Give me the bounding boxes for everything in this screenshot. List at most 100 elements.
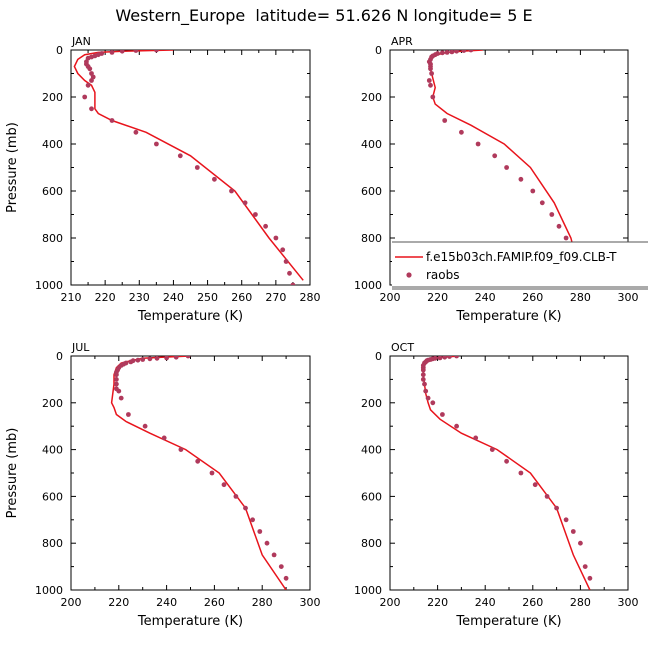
y-tick-label: 400 bbox=[42, 138, 63, 151]
raobs-point bbox=[114, 381, 119, 387]
raobs-point bbox=[194, 165, 200, 170]
x-tick-label: 210 bbox=[61, 291, 82, 304]
x-tick-label: 280 bbox=[300, 291, 321, 304]
panel-month-label: JUL bbox=[71, 341, 90, 354]
raobs-point bbox=[290, 282, 296, 285]
raobs-point bbox=[116, 388, 122, 394]
y-tick-label: 600 bbox=[42, 490, 63, 503]
model-profile-line bbox=[110, 356, 287, 590]
raobs-point bbox=[154, 141, 159, 147]
raobs-point bbox=[437, 356, 443, 361]
raobs-point bbox=[454, 423, 459, 429]
x-axis-title: Temperature (K) bbox=[455, 614, 561, 629]
legend-background bbox=[392, 242, 648, 289]
y-axis-title: Pressure (mb) bbox=[5, 122, 20, 213]
raobs-point bbox=[85, 55, 91, 61]
x-tick-label: 250 bbox=[197, 291, 218, 304]
raobs-point bbox=[544, 494, 550, 499]
raobs-point bbox=[423, 388, 429, 394]
y-tick-label: 400 bbox=[361, 138, 382, 151]
x-tick-label: 200 bbox=[61, 596, 82, 609]
raobs-point bbox=[489, 447, 495, 452]
raobs-point bbox=[273, 235, 279, 241]
raobs-point bbox=[119, 50, 125, 54]
raobs-point bbox=[447, 356, 452, 359]
raobs-point bbox=[556, 223, 562, 229]
raobs-point bbox=[89, 78, 94, 83]
y-tick-label: 600 bbox=[42, 185, 63, 198]
y-axis-title: Pressure (mb) bbox=[5, 428, 20, 519]
raobs-point bbox=[428, 66, 433, 72]
raobs-point bbox=[518, 176, 524, 182]
raobs-point bbox=[164, 356, 169, 361]
raobs-point bbox=[283, 259, 289, 264]
plot-area bbox=[110, 356, 289, 590]
raobs-point bbox=[454, 356, 459, 359]
raobs-point bbox=[422, 381, 427, 387]
x-tick-label: 260 bbox=[522, 596, 543, 609]
raobs-point bbox=[430, 400, 436, 406]
page-title: Western_Europe latitude= 51.626 N longit… bbox=[115, 6, 533, 25]
x-tick-label: 270 bbox=[265, 291, 286, 304]
x-tick-label: 260 bbox=[204, 596, 225, 609]
raobs-point bbox=[125, 412, 131, 417]
y-tick-label: 800 bbox=[361, 232, 382, 245]
raobs-point bbox=[87, 66, 93, 72]
raobs-point bbox=[133, 50, 139, 53]
x-axis-title: Temperature (K) bbox=[137, 614, 243, 629]
plot-area bbox=[73, 50, 304, 285]
x-tick-label: 280 bbox=[252, 596, 273, 609]
y-tick-label: 800 bbox=[361, 537, 382, 550]
raobs-point bbox=[461, 50, 467, 53]
raobs-point bbox=[89, 106, 94, 112]
raobs-point bbox=[82, 94, 88, 100]
raobs-point bbox=[428, 82, 433, 88]
raobs-point bbox=[459, 129, 464, 135]
raobs-point bbox=[185, 356, 191, 359]
raobs-point bbox=[177, 153, 183, 159]
raobs-point bbox=[440, 50, 445, 56]
raobs-point bbox=[429, 71, 434, 76]
raobs-point bbox=[253, 212, 258, 217]
y-tick-label: 600 bbox=[361, 490, 382, 503]
raobs-point bbox=[420, 377, 426, 382]
raobs-point bbox=[114, 377, 119, 382]
x-tick-label: 230 bbox=[129, 291, 150, 304]
raobs-point bbox=[430, 94, 436, 100]
raobs-point bbox=[173, 356, 179, 360]
raobs-point bbox=[504, 458, 509, 464]
raobs-point bbox=[587, 575, 593, 581]
x-tick-label: 220 bbox=[108, 596, 129, 609]
raobs-point bbox=[530, 188, 536, 194]
raobs-point bbox=[287, 270, 292, 276]
model-profile-line bbox=[73, 50, 304, 281]
raobs-point bbox=[195, 458, 201, 464]
raobs-point bbox=[257, 529, 263, 534]
raobs-point bbox=[128, 359, 134, 365]
x-tick-label: 260 bbox=[231, 291, 252, 304]
raobs-point bbox=[118, 395, 124, 401]
raobs-point bbox=[109, 50, 115, 55]
chart-panel-jul: 200 220 240 260 280 300 0 200 400 600 800 1000 Tempe… bbox=[5, 341, 321, 629]
x-axis-title: Temperature (K) bbox=[455, 309, 561, 324]
raobs-point bbox=[563, 235, 569, 241]
raobs-point bbox=[209, 470, 215, 476]
y-tick-label: 200 bbox=[42, 91, 63, 104]
raobs-point bbox=[442, 356, 448, 360]
raobs-point bbox=[570, 529, 576, 534]
panel-month-label: JAN bbox=[71, 35, 91, 48]
raobs-point bbox=[420, 372, 426, 378]
model-profile-line bbox=[422, 356, 591, 590]
legend-model-label: f.e15b03ch.FAMIP.f09_f09.CLB-T bbox=[426, 250, 617, 264]
raobs-point bbox=[85, 82, 91, 88]
raobs-point bbox=[161, 435, 167, 441]
raobs-point bbox=[278, 564, 284, 569]
raobs-point bbox=[440, 412, 445, 417]
y-tick-label: 1000 bbox=[35, 279, 63, 292]
legend-raobs-swatch bbox=[406, 272, 412, 278]
raobs-point bbox=[264, 540, 270, 546]
raobs-point bbox=[142, 423, 148, 429]
raobs-point bbox=[221, 482, 227, 488]
raobs-point bbox=[280, 247, 286, 253]
x-tick-label: 220 bbox=[95, 291, 116, 304]
